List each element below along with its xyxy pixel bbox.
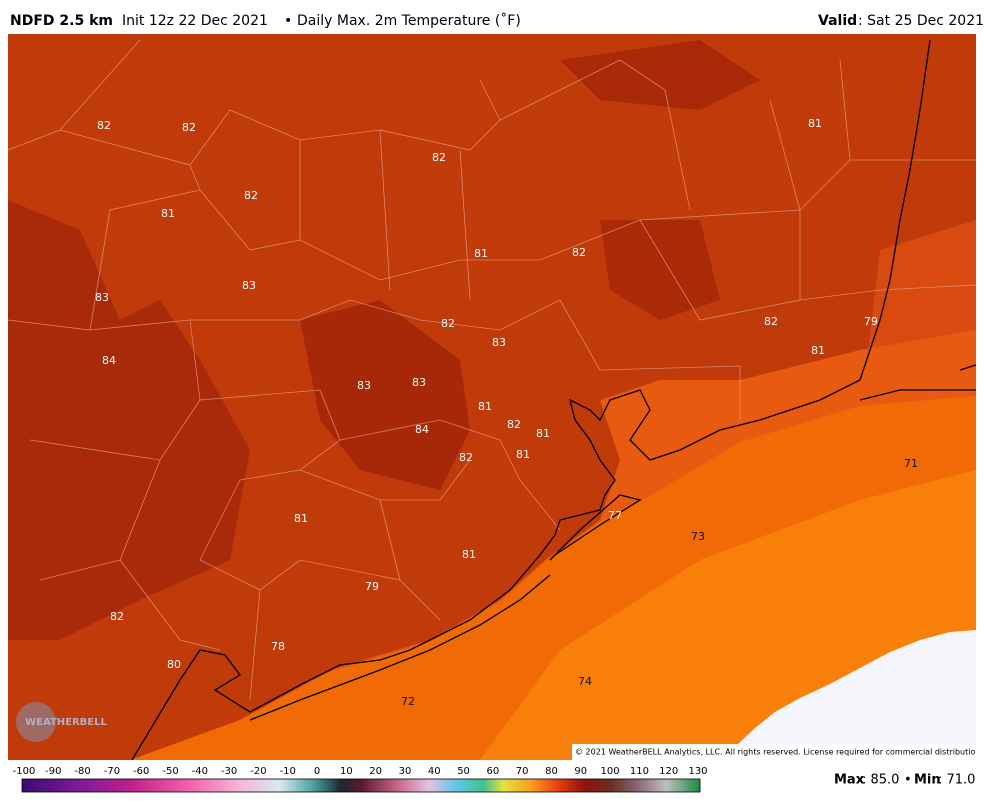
temperature-label: 83 [357,379,371,392]
temperature-label: 82 [244,189,258,202]
model-name: NDFD 2.5 km [10,13,113,29]
temperature-label: 82 [459,451,473,464]
colorbar [21,778,701,793]
copyright-box [572,744,976,760]
min-label: Min [914,773,941,788]
colorbar-tick-label: -50 [162,766,178,777]
separator: • [284,13,292,29]
temperature-label: 84 [415,423,429,436]
max-label: Max [834,773,865,788]
temperature-label: 81 [536,427,550,440]
colorbar-tick-label: -70 [104,766,120,777]
temperature-label: 83 [412,376,426,389]
temperature-label: 81 [462,548,476,561]
temperature-label: 79 [365,580,379,593]
colorbar-tick-label: 30 [399,766,412,777]
colorbar-tick-label: -60 [133,766,149,777]
colorbar-tick-label: 50 [457,766,470,777]
min-value: : 71.0 [938,773,975,788]
temperature-label: 82 [432,151,446,164]
temperature-label: 81 [294,512,308,525]
temperature-label: 82 [110,610,124,623]
colorbar-tick-label: -90 [45,766,61,777]
temperature-label: 82 [441,317,455,330]
temperature-label: 82 [182,121,196,134]
no-data-area [722,630,976,760]
colorbar-tick-label: -100 [13,766,36,777]
temperature-label: 82 [764,315,778,328]
colorbar-tick-label: 100 [601,766,620,777]
temperature-label: 74 [578,675,592,688]
temperature-label: 82 [572,246,586,259]
colorbar-tick-label: 70 [516,766,529,777]
logo-text: WEATHERBELL [25,717,107,728]
logo: WEATHERBELL [16,702,107,742]
colorbar-tick-label: 110 [630,766,649,777]
colorbar-tick-label: 80 [545,766,558,777]
temperature-label: 78 [271,640,285,653]
colorbar-ticks: -100 -90 -80 -70 -60 -50 -40 -30 -20 -10 0 10 20 30 40… [13,766,708,777]
temperature-label: 77 [608,509,622,522]
temperature-label: 84 [102,354,116,367]
colorbar-tick-label: 130 [688,766,707,777]
colorbar-tick-label: 40 [428,766,441,777]
valid-label: Valid [818,13,857,29]
temperature-label: 83 [242,279,256,292]
colorbar-tick-label: -30 [221,766,237,777]
colorbar-tick-label: 20 [369,766,382,777]
temperature-label: 79 [864,315,878,328]
map-labels: 82 82 82 81 82 81 81 82 83 83 82 83 82 79 81 84 83 83 81 82… [95,117,918,708]
temperature-label: 81 [478,400,492,413]
colorbar-tick-label: -40 [192,766,208,777]
temperature-label: 82 [507,418,521,431]
init-time: Init 12z 22 Dec 2021 [122,13,268,29]
field-name: Daily Max. 2m Temperature (˚F) [297,12,521,29]
warm-patch [300,300,470,490]
copyright: © 2021 WeatherBELL Analytics, LLC. All r… [575,748,983,757]
temperature-label: 81 [474,247,488,260]
max-value: : 85.0 [862,773,899,788]
colorbar-tick-label: -80 [74,766,90,777]
temperature-label: 82 [97,119,111,132]
colorbar-tick-label: 0 [314,766,320,777]
colorbar-tick-label: 120 [659,766,678,777]
valid-date: : Sat 25 Dec 2021 [858,13,984,29]
colorbar-tick-label: -20 [250,766,266,777]
warm-patch [8,200,250,640]
temperature-label: 81 [811,344,825,357]
temperature-label: 81 [808,117,822,130]
temperature-label: 72 [401,695,415,708]
map: 82 82 82 81 82 81 81 82 83 83 82 83 82 79 81 84 83 83 81 82… [8,34,983,760]
warm-patch [560,40,760,110]
stats-separator: • [904,773,912,788]
colorbar-tick-label: 60 [487,766,500,777]
temperature-label: 81 [161,207,175,220]
temperature-label: 80 [167,658,181,671]
warm-patch [600,220,720,320]
temperature-label: 83 [95,291,109,304]
temperature-label: 81 [516,448,530,461]
temperature-label: 73 [691,530,705,543]
temperature-label: 71 [904,457,918,470]
colorbar-tick-label: 10 [340,766,353,777]
colorbar-tick-label: -10 [280,766,296,777]
colorbar-tick-label: 90 [574,766,587,777]
temperature-label: 83 [492,336,506,349]
